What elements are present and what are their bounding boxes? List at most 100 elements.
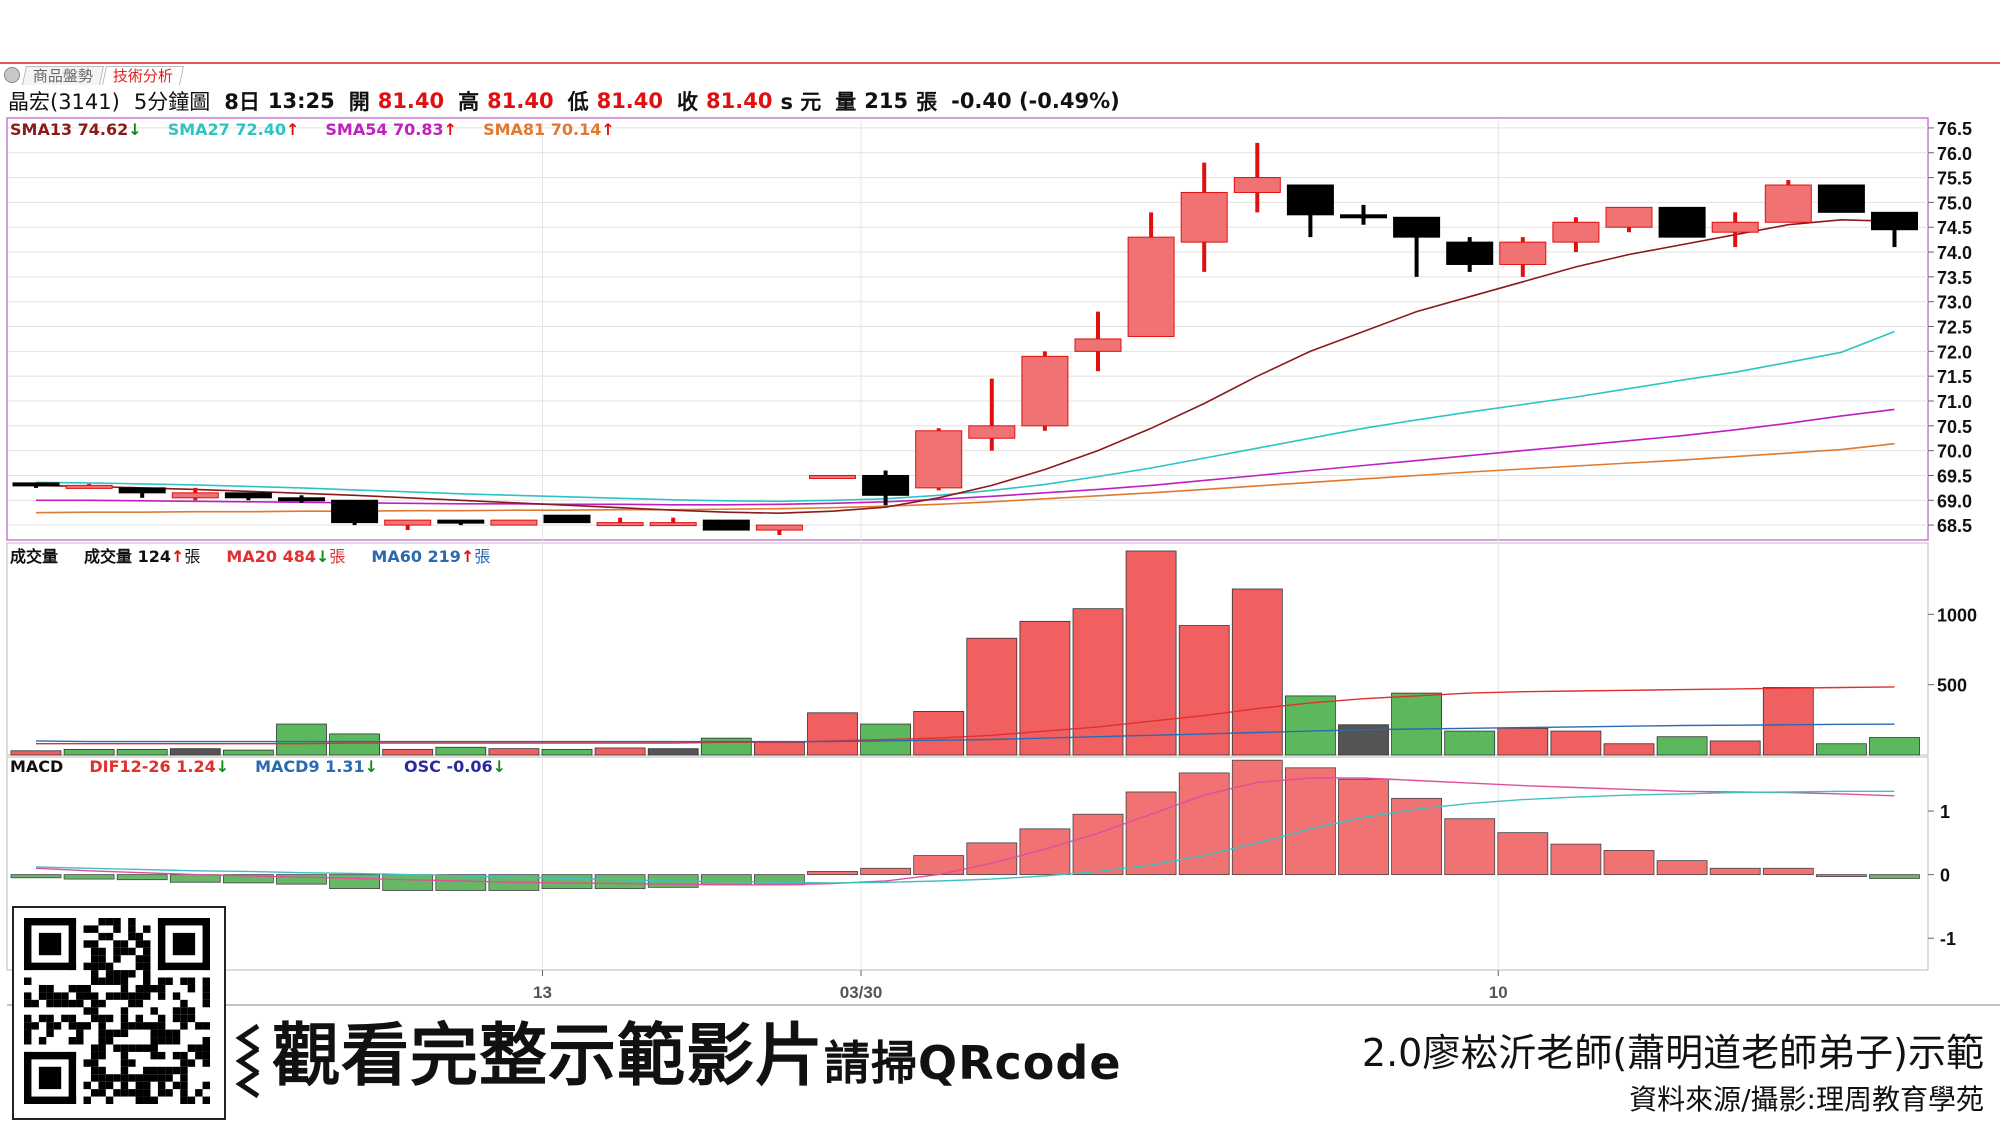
- osc-bar: [754, 874, 805, 886]
- qr-module: [180, 1096, 188, 1104]
- legend-sma81: SMA81 70.14↑: [483, 120, 615, 139]
- video-banner: 觀看完整示範影片請掃QRcode: [272, 1000, 1122, 1099]
- circle-icon[interactable]: [4, 67, 20, 83]
- qr-finder: [24, 1096, 77, 1104]
- osc-bar: [1444, 818, 1496, 876]
- macd9-line: [35, 790, 1895, 884]
- qr-module: [105, 932, 114, 941]
- qr-module: [172, 992, 181, 1000]
- qr-module: [128, 1059, 136, 1067]
- legend-macd-item-text: DIF12-26 1.24: [89, 757, 216, 776]
- macd-tick-label: 1: [1940, 802, 1950, 822]
- legend-sma27: SMA27 72.40↑: [168, 120, 300, 139]
- legend-macd-item-text: OSC -0.06: [404, 757, 493, 776]
- qr-module: [90, 1014, 99, 1023]
- qr-module: [172, 1081, 181, 1090]
- qr-module: [120, 1014, 129, 1023]
- qr-module: [143, 1074, 151, 1082]
- price-tick-label: 73.0: [1937, 293, 1972, 313]
- qr-module: [113, 947, 121, 956]
- volume-tick-label: 1000: [1937, 605, 1977, 625]
- qr-module: [83, 1007, 91, 1015]
- qr-module: [195, 1022, 203, 1030]
- candle-body: [543, 514, 591, 524]
- qr-module: [120, 1022, 129, 1030]
- qr-module: [135, 1096, 144, 1104]
- volume-bar: [1869, 737, 1920, 756]
- qr-module: [113, 1089, 121, 1097]
- candle-body: [171, 492, 219, 499]
- qr-module: [150, 1096, 158, 1104]
- qr-module: [90, 955, 99, 963]
- qr-module: [83, 1096, 91, 1104]
- qr-module: [135, 955, 144, 963]
- qr-module: [128, 970, 136, 978]
- qr-module: [76, 1022, 84, 1030]
- osc-bar: [116, 874, 168, 881]
- legend-sma54-text: SMA54 70.83: [325, 120, 444, 139]
- high-label: 高: [458, 90, 480, 114]
- candle-body: [278, 497, 325, 502]
- qr-module: [83, 962, 91, 971]
- qr-module: [90, 1007, 99, 1015]
- qr-module: [202, 1096, 210, 1104]
- qr-module: [187, 1007, 196, 1015]
- legend-volume-item-text: MA20 484: [226, 547, 316, 566]
- qr-module: [143, 962, 151, 971]
- qr-module: [113, 940, 121, 948]
- volume-bar: [700, 737, 752, 756]
- price-tick-label: 74.0: [1937, 243, 1972, 263]
- volume-bar: [1603, 743, 1655, 756]
- qr-module: [202, 1022, 210, 1030]
- qr-module: [172, 1051, 181, 1060]
- osc-bar: [435, 874, 487, 891]
- osc-bar: [1019, 828, 1071, 876]
- legend-volume-item: 成交量 124↑張: [84, 543, 200, 567]
- qr-module: [143, 955, 151, 963]
- date-tick-label: 13: [533, 983, 552, 1002]
- osc-bar: [1072, 813, 1124, 876]
- qr-module: [61, 992, 69, 1000]
- high-value: 81.40: [487, 89, 554, 113]
- candle-body: [1340, 214, 1387, 219]
- qr-module: [143, 1066, 151, 1075]
- qr-module: [143, 984, 151, 993]
- qr-module: [98, 977, 106, 985]
- volume-label: 量: [835, 90, 857, 114]
- volume-bar: [754, 741, 805, 756]
- qr-module: [90, 970, 99, 978]
- volume-bar: [1072, 608, 1124, 756]
- qr-module: [120, 1007, 129, 1015]
- qr-module: [165, 977, 173, 985]
- qr-module: [113, 970, 121, 978]
- qr-module: [90, 1051, 99, 1060]
- arrow-down-icon: ↓: [492, 757, 507, 776]
- price-panel-frame: [6, 117, 1929, 541]
- open-label: 開: [348, 90, 370, 114]
- candle-body: [384, 519, 432, 526]
- qr-module: [46, 992, 54, 1000]
- qr-module: [165, 1029, 173, 1038]
- qr-module: [24, 999, 32, 1008]
- qr-module: [150, 1022, 158, 1030]
- price-change: -0.40 (-0.49%): [951, 89, 1120, 113]
- qr-finder: [157, 918, 166, 971]
- qr-code[interactable]: [12, 906, 226, 1120]
- qr-module: [172, 1014, 181, 1023]
- dif-line: [35, 777, 1895, 886]
- osc-bar: [1603, 850, 1655, 876]
- chart-period: 5分鐘圖: [133, 90, 211, 114]
- legend-volume-item-text: 成交量 124: [84, 547, 171, 566]
- legend-sma27-text: SMA27 72.40: [167, 120, 286, 139]
- date-tick-label: 10: [1489, 983, 1508, 1002]
- qr-module: [128, 1074, 136, 1082]
- candle-body: [862, 474, 910, 496]
- qr-module: [53, 999, 62, 1008]
- teacher-credit: 2.0廖崧沂老師(蕭明道老師弟子)示範: [1361, 1031, 1984, 1075]
- qr-module: [46, 1022, 54, 1030]
- qr-module: [165, 1066, 173, 1075]
- qr-module: [98, 962, 106, 971]
- qr-module: [120, 1051, 129, 1060]
- low-label: 低: [567, 90, 589, 114]
- price-tick-label: 70.0: [1937, 442, 1972, 462]
